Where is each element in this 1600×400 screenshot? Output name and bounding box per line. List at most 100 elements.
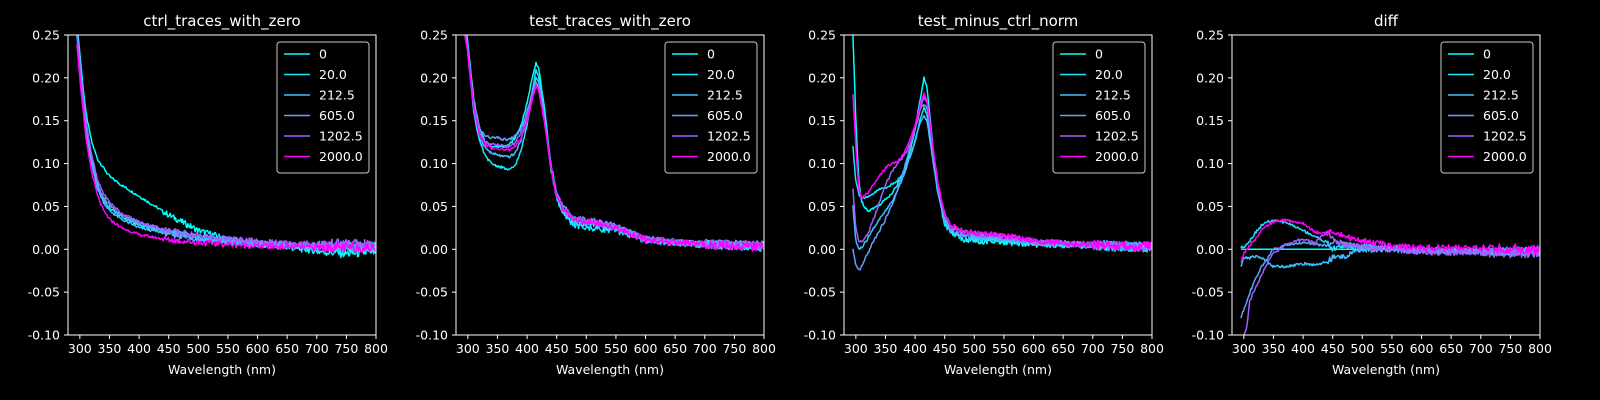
y-tick-label: 0.20: [808, 70, 836, 85]
series-line-2000.0: [1240, 218, 1540, 263]
chart-title: diff: [1374, 12, 1399, 30]
x-tick-label: 450: [933, 341, 957, 356]
x-tick-label: 550: [216, 341, 240, 356]
series-group: [1240, 218, 1540, 335]
legend-label: 20.0: [1095, 67, 1123, 82]
y-tick-label: 0.05: [1196, 199, 1224, 214]
legend: 0 20.0 212.5 605.0 1202.5 2000.0: [664, 41, 758, 174]
y-tick-label: 0.25: [32, 28, 60, 43]
x-tick-label: 450: [1321, 341, 1345, 356]
y-tick-label: 0.00: [1196, 242, 1224, 257]
y-tick-label: -0.10: [804, 328, 836, 343]
x-tick-label: 500: [1350, 341, 1374, 356]
y-tick-label: 0.10: [420, 156, 448, 171]
legend-label: 212.5: [1095, 88, 1131, 103]
x-tick-label: 750: [334, 341, 358, 356]
legend-label: 212.5: [1483, 88, 1519, 103]
legend-label: 0: [1095, 47, 1103, 62]
y-tick-label: 0.05: [808, 199, 836, 214]
y-tick-label: 0.00: [808, 242, 836, 257]
x-tick-label: 800: [1140, 341, 1164, 356]
x-tick-label: 600: [1410, 341, 1434, 356]
y-tick-label: 0.25: [420, 28, 448, 43]
x-tick-label: 800: [1528, 341, 1552, 356]
y-tick-label: 0.15: [420, 113, 448, 128]
x-tick-label: 750: [722, 341, 746, 356]
y-tick-label: 0.20: [420, 70, 448, 85]
series-line-2000.0: [76, 44, 376, 253]
x-tick-label: 700: [1469, 341, 1493, 356]
y-tick-label: 0.25: [1196, 28, 1224, 43]
x-tick-label: 300: [456, 341, 480, 356]
y-tick-label: 0.00: [420, 242, 448, 257]
x-tick-label: 650: [1051, 341, 1075, 356]
legend-label: 0: [1483, 47, 1491, 62]
subplot-3: test_minus_ctrl_norm 300 350 400 450 500 550 60…: [804, 12, 1164, 377]
series-line-2000.0: [464, 35, 764, 252]
x-tick-label: 500: [574, 341, 598, 356]
y-tick-label: -0.05: [416, 285, 448, 300]
x-tick-label: 700: [693, 341, 717, 356]
x-tick-label: 800: [364, 341, 388, 356]
x-tick-label: 500: [186, 341, 210, 356]
subplot-2: test_traces_with_zero 300 350 400 450 500 550 6…: [416, 12, 776, 377]
legend-label: 605.0: [319, 108, 355, 123]
legend-label: 1202.5: [707, 129, 751, 144]
y-tick-label: 0.20: [32, 70, 60, 85]
subplot-1: ctrl_traces_with_zero 300 350 400 450 500 550 6…: [28, 12, 388, 377]
y-tick-label: -0.05: [1192, 285, 1224, 300]
series-line-2000.0: [852, 92, 1152, 252]
y-tick-label: -0.10: [28, 328, 60, 343]
axes-frame: [843, 34, 1153, 336]
legend-label: 2000.0: [707, 149, 751, 164]
y-tick-label: 0.15: [32, 113, 60, 128]
y-tick-label: -0.10: [416, 328, 448, 343]
legend-label: 2000.0: [319, 149, 363, 164]
legend-label: 1202.5: [1483, 129, 1527, 144]
x-tick-label: 600: [246, 341, 270, 356]
x-tick-label: 350: [874, 341, 898, 356]
y-tick-label: -0.05: [28, 285, 60, 300]
y-tick-label: 0.25: [808, 28, 836, 43]
x-tick-label: 300: [68, 341, 92, 356]
y-tick-label: -0.05: [804, 285, 836, 300]
series-group: [76, 35, 376, 259]
y-tick-label: 0.15: [1196, 113, 1224, 128]
x-tick-label: 400: [127, 341, 151, 356]
y-tick-label: 0.15: [808, 113, 836, 128]
x-tick-label: 800: [752, 341, 776, 356]
x-axis-label: Wavelength (nm): [944, 362, 1052, 377]
x-tick-label: 600: [1022, 341, 1046, 356]
chart-title: ctrl_traces_with_zero: [143, 12, 300, 31]
legend-label: 0: [319, 47, 327, 62]
x-tick-label: 650: [1439, 341, 1463, 356]
x-tick-label: 400: [1291, 341, 1315, 356]
y-tick-label: 0.10: [808, 156, 836, 171]
series-line-605.0: [76, 35, 376, 252]
series-group: [852, 35, 1152, 271]
x-tick-label: 550: [992, 341, 1016, 356]
legend-label: 2000.0: [1483, 149, 1527, 164]
axes-frame: [455, 34, 765, 336]
subplot-4: diff 300 350 400 450 500 550 600 650 700 750 800 -0.…: [1192, 12, 1552, 377]
legend: 0 20.0 212.5 605.0 1202.5 2000.0: [1440, 41, 1534, 174]
legend-label: 2000.0: [1095, 149, 1139, 164]
x-tick-label: 550: [1380, 341, 1404, 356]
legend-label: 0: [707, 47, 715, 62]
series-line-1202.5: [76, 35, 376, 250]
legend: 0 20.0 212.5 605.0 1202.5 2000.0: [1052, 41, 1146, 174]
x-tick-label: 450: [157, 341, 181, 356]
legend-label: 1202.5: [319, 129, 363, 144]
x-tick-label: 300: [844, 341, 868, 356]
series-line-1202.5: [1243, 230, 1540, 335]
subplot-grid: ctrl_traces_with_zero 300 350 400 450 500 550 6…: [28, 12, 1552, 377]
y-tick-label: 0.05: [32, 199, 60, 214]
x-tick-label: 750: [1498, 341, 1522, 356]
x-tick-label: 400: [903, 341, 927, 356]
y-tick-label: -0.10: [1192, 328, 1224, 343]
legend-label: 212.5: [319, 88, 355, 103]
x-tick-label: 300: [1232, 341, 1256, 356]
x-tick-label: 700: [305, 341, 329, 356]
x-tick-label: 350: [1262, 341, 1286, 356]
x-tick-label: 400: [515, 341, 539, 356]
